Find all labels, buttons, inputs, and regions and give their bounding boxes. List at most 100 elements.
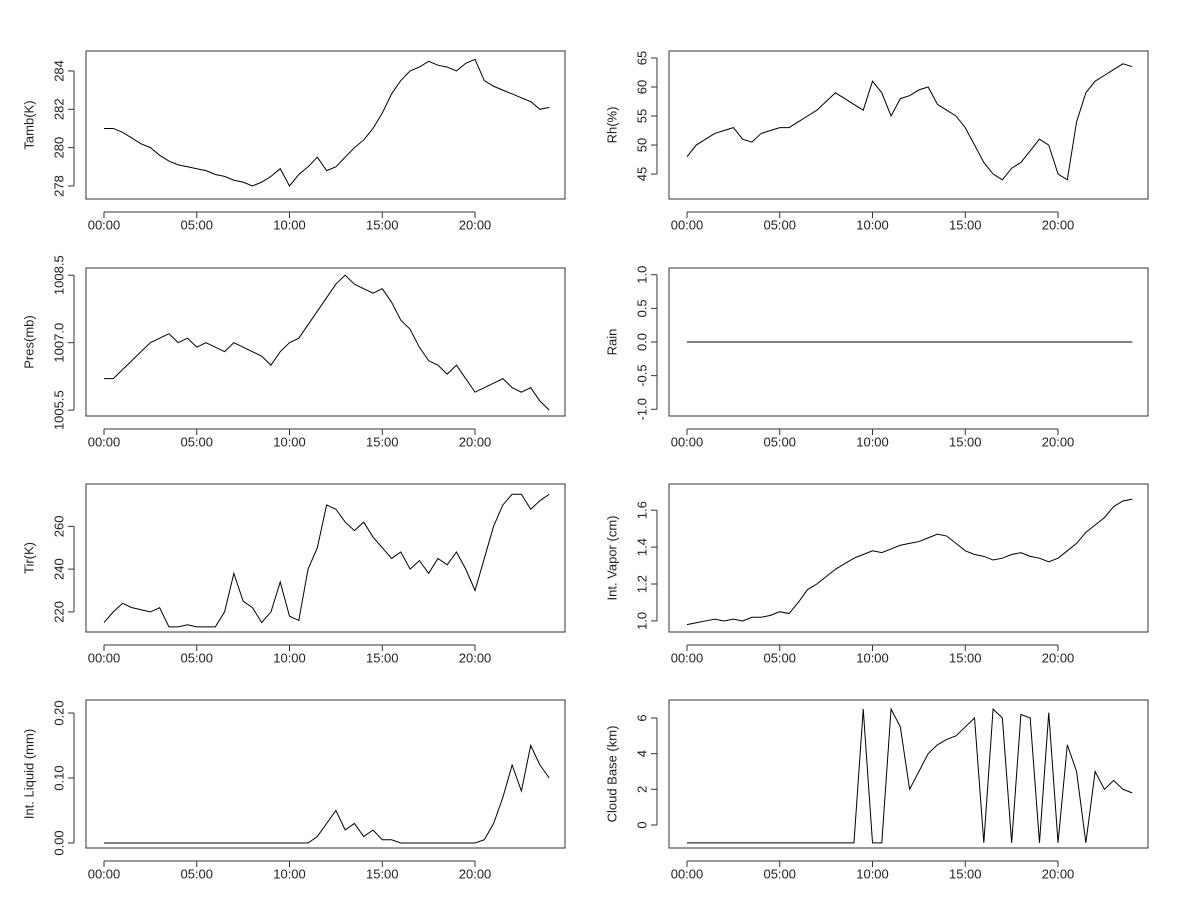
x-tick-label: 00:00 [88, 650, 121, 665]
x-tick-label: 15:00 [949, 217, 982, 232]
y-axis-title: Rain [604, 329, 619, 356]
y-tick-label: 260 [51, 515, 66, 537]
x-tick-label: 00:00 [88, 434, 121, 449]
plot-frame [668, 50, 1149, 200]
y-tick-label: 0.10 [51, 765, 66, 790]
x-tick-label: 20:00 [459, 217, 492, 232]
y-tick-label: 282 [51, 98, 66, 120]
x-tick-label: 15:00 [366, 217, 399, 232]
panel: 00:00 05:00 10:00 15:00 20:00 278 280 282 284 Tam… [21, 50, 566, 232]
y-tick-label: 1.2 [634, 575, 649, 593]
y-axis-title: Cloud Base (km) [604, 726, 619, 823]
y-tick-label: 0.00 [51, 830, 66, 855]
y-axis-title: Pres(mb) [21, 315, 36, 368]
x-tick-label: 00:00 [671, 217, 704, 232]
data-line [686, 498, 1133, 626]
y-tick-label: 284 [51, 60, 66, 82]
x-tick-label: 05:00 [763, 866, 796, 881]
x-tick-label: 05:00 [180, 217, 213, 232]
x-tick-label: 05:00 [180, 866, 213, 881]
plot-frame [668, 267, 1149, 417]
x-tick-label: 20:00 [459, 650, 492, 665]
x-tick-label: 20:00 [1042, 866, 1075, 881]
y-tick-label: 220 [51, 601, 66, 623]
x-tick-label: 20:00 [459, 866, 492, 881]
plot-frame [668, 483, 1149, 633]
y-axis-title: Tir(K) [21, 542, 36, 574]
y-tick-label: 0 [634, 821, 649, 828]
x-tick-label: 10:00 [856, 217, 889, 232]
x-tick-label: 00:00 [88, 217, 121, 232]
x-tick-label: 05:00 [763, 650, 796, 665]
x-tick-label: 00:00 [88, 866, 121, 881]
y-tick-label: 1007.0 [51, 323, 66, 363]
x-tick-label: 15:00 [949, 434, 982, 449]
y-tick-label: 6 [634, 714, 649, 721]
x-tick-label: 20:00 [1042, 434, 1075, 449]
panel: 00:00 05:00 10:00 15:00 20:00 0 2 4 6 Cloud Base … [604, 699, 1149, 881]
plot-frame [85, 267, 566, 417]
panel: 00:00 05:00 10:00 15:00 20:00 -1.0 -0.5 0.0 0.5 1… [604, 266, 1149, 449]
panel: 00:00 05:00 10:00 15:00 20:00 1005.5 1007.0 100… [21, 255, 566, 449]
data-line [103, 58, 550, 187]
y-axis-title: Int. Vapor (cm) [604, 515, 619, 600]
y-tick-label: 2 [634, 786, 649, 793]
x-tick-label: 10:00 [273, 217, 306, 232]
x-tick-label: 00:00 [671, 434, 704, 449]
x-tick-label: 05:00 [763, 434, 796, 449]
y-tick-label: 60 [634, 80, 649, 94]
x-tick-label: 10:00 [273, 650, 306, 665]
y-tick-label: 278 [51, 175, 66, 197]
x-tick-label: 15:00 [949, 866, 982, 881]
y-tick-label: 4 [634, 750, 649, 757]
y-tick-label: 45 [634, 167, 649, 181]
y-tick-label: 0.20 [51, 700, 66, 725]
y-tick-label: 0.5 [634, 299, 649, 317]
y-tick-label: 1.4 [634, 538, 649, 556]
x-tick-label: 20:00 [1042, 650, 1075, 665]
y-axis-title: Rh(%) [604, 107, 619, 144]
x-tick-label: 15:00 [949, 650, 982, 665]
x-tick-label: 05:00 [763, 217, 796, 232]
data-line [103, 493, 550, 628]
y-tick-label: 0.0 [634, 333, 649, 351]
panel: 00:00 05:00 10:00 15:00 20:00 1.0 1.2 1.4 1.6 Int… [604, 483, 1149, 665]
y-tick-label: 65 [634, 51, 649, 65]
data-line [103, 743, 550, 844]
x-tick-label: 10:00 [856, 650, 889, 665]
y-tick-label: -1.0 [634, 398, 649, 420]
x-tick-label: 10:00 [856, 866, 889, 881]
data-line [686, 63, 1133, 181]
y-tick-label: 1005.5 [51, 390, 66, 430]
y-tick-label: -0.5 [634, 364, 649, 386]
plot-frame [85, 699, 566, 849]
x-tick-label: 10:00 [273, 866, 306, 881]
x-tick-label: 10:00 [273, 434, 306, 449]
x-tick-label: 00:00 [671, 650, 704, 665]
plot-frame [668, 699, 1149, 849]
data-line [686, 707, 1133, 844]
y-axis-title: Tamb(K) [21, 100, 36, 149]
x-tick-label: 15:00 [366, 866, 399, 881]
plot-frame [85, 50, 566, 200]
x-tick-label: 05:00 [180, 434, 213, 449]
y-tick-label: 55 [634, 109, 649, 123]
y-tick-label: 1008.5 [51, 255, 66, 295]
y-tick-label: 1.0 [634, 612, 649, 630]
panel: 00:00 05:00 10:00 15:00 20:00 220 240 260 Tir(K) [21, 483, 566, 665]
panel: 00:00 05:00 10:00 15:00 20:00 45 50 55 60 65 Rh(%) [604, 50, 1149, 232]
y-axis-title: Int. Liquid (mm) [21, 729, 36, 819]
y-tick-label: 280 [51, 137, 66, 159]
y-tick-label: 240 [51, 558, 66, 580]
x-tick-label: 05:00 [180, 650, 213, 665]
x-tick-label: 15:00 [366, 434, 399, 449]
x-tick-label: 10:00 [856, 434, 889, 449]
panel: 00:00 05:00 10:00 15:00 20:00 0.00 0.10 0.20 Int… [21, 699, 566, 881]
y-tick-label: 50 [634, 138, 649, 152]
x-tick-label: 00:00 [671, 866, 704, 881]
x-tick-label: 20:00 [1042, 217, 1075, 232]
plot-frame [85, 483, 566, 633]
x-tick-label: 20:00 [459, 434, 492, 449]
x-tick-label: 15:00 [366, 650, 399, 665]
